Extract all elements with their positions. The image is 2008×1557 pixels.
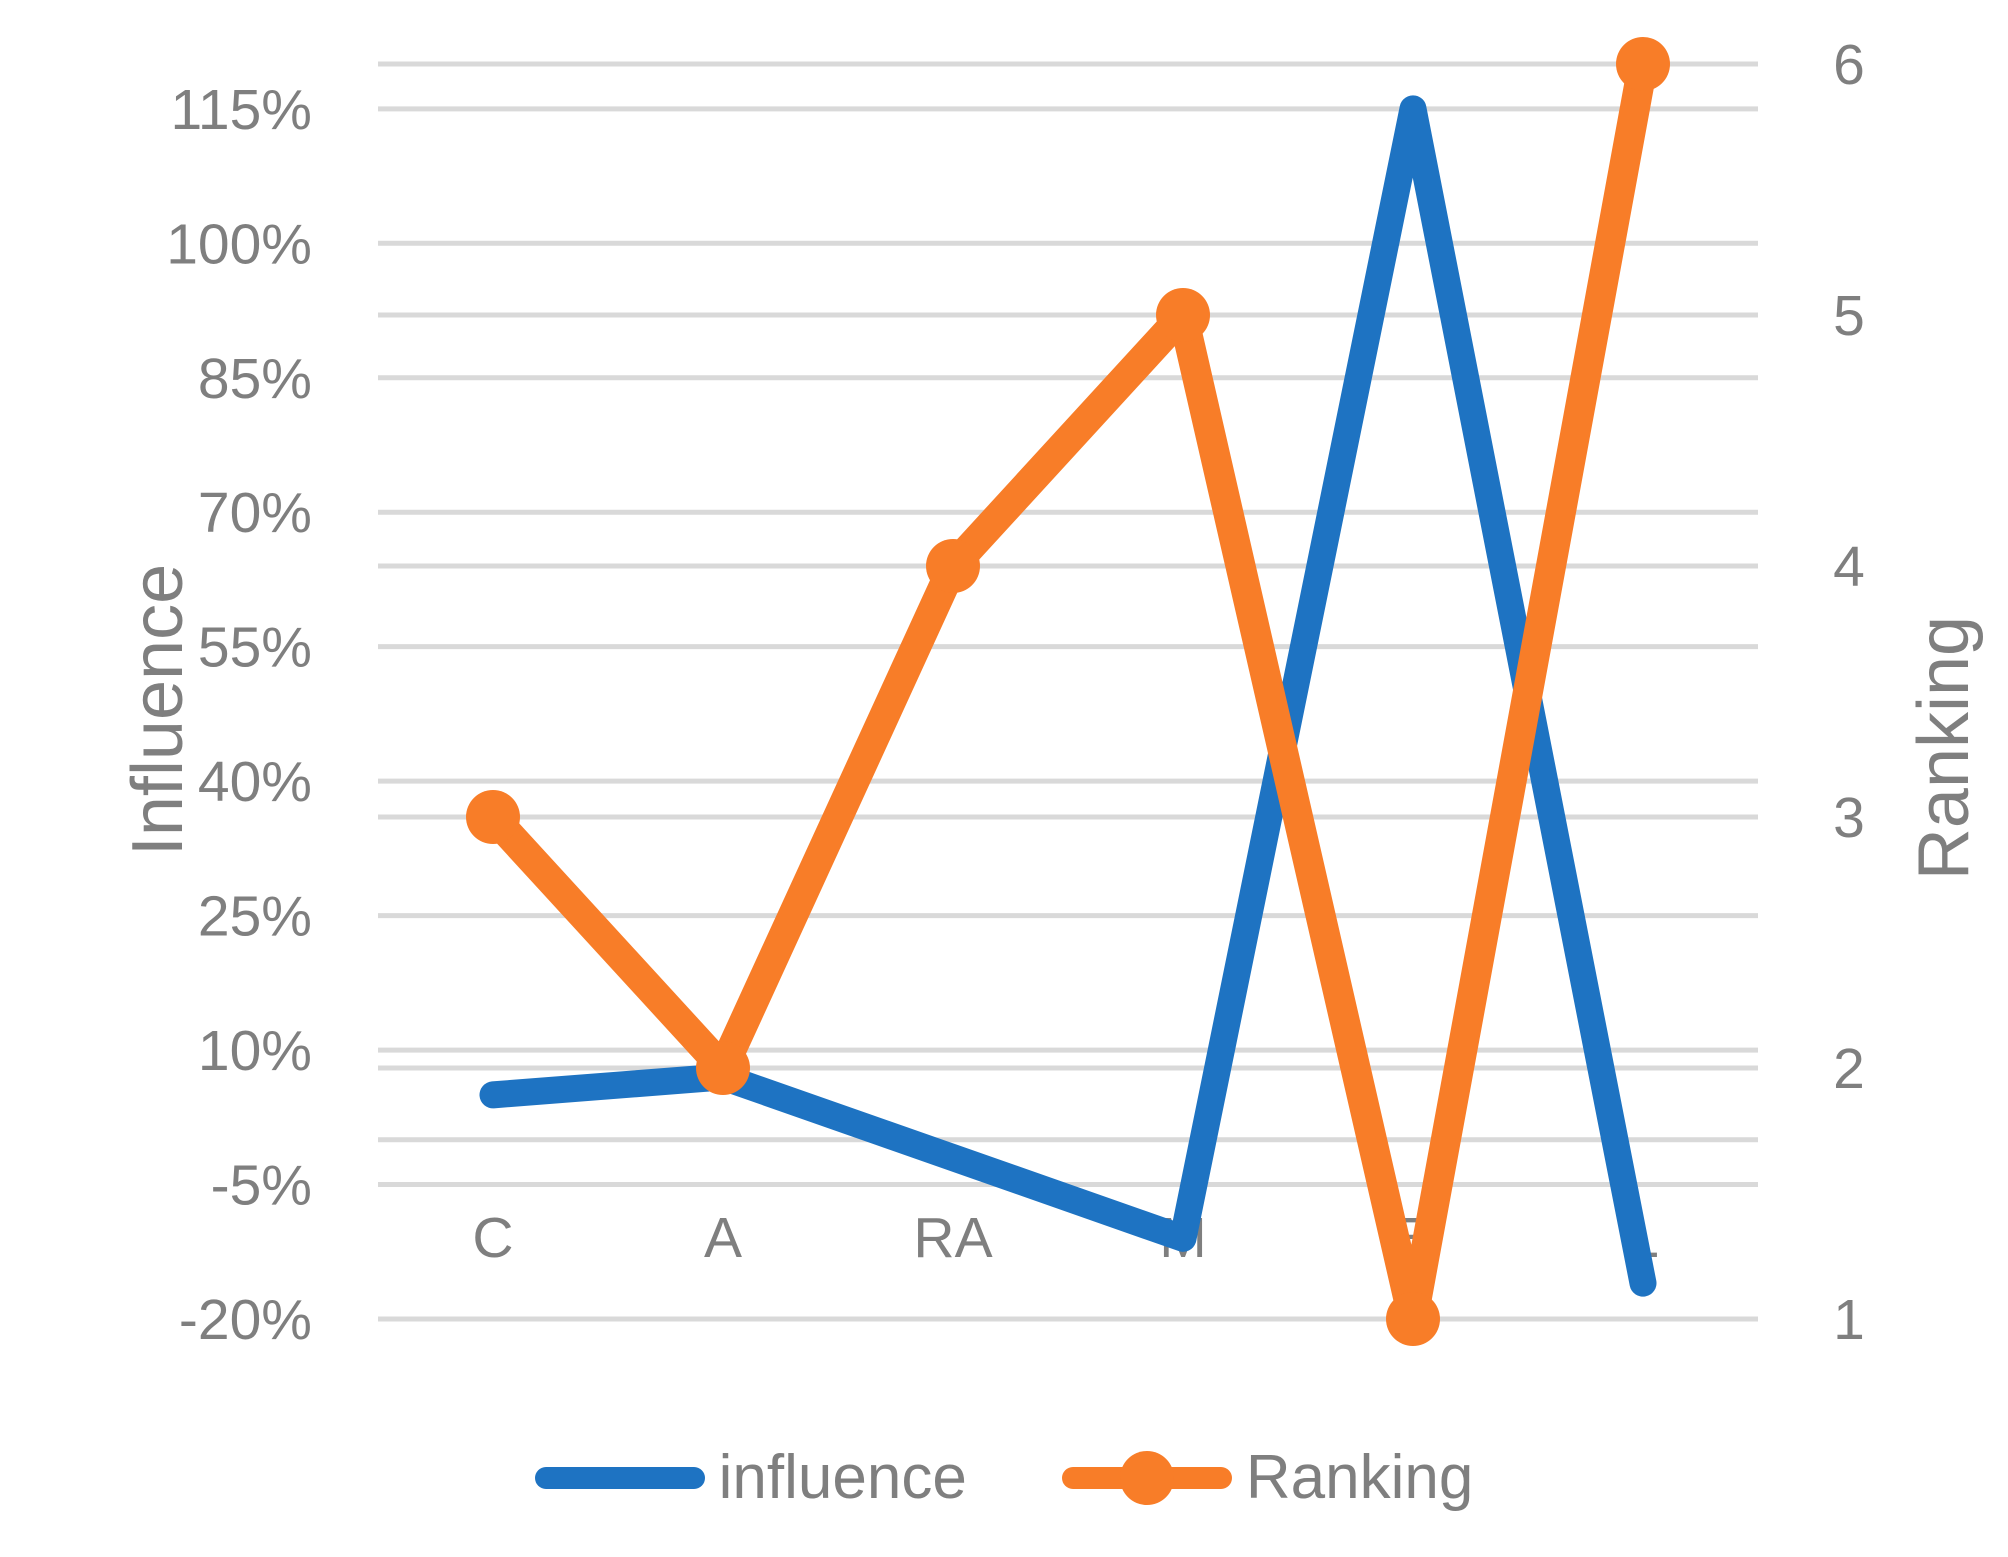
x-axis-category-label: A [704, 1206, 742, 1270]
legend-label: Ranking [1245, 1443, 1474, 1512]
right-axis-tick-label: 6 [1833, 33, 1865, 97]
left-axis-tick-label: 100% [166, 212, 312, 276]
x-axis-category-label: RA [913, 1206, 992, 1270]
ranking-marker [926, 539, 980, 593]
legend-swatch-influence [534, 1466, 705, 1489]
left-axis-tick-label: 55% [198, 616, 312, 680]
right-axis-title: Ranking [1904, 615, 1984, 881]
legend-item-influence: influence [534, 1442, 967, 1513]
left-axis-tick-label: -5% [211, 1154, 312, 1218]
ranking-marker [466, 790, 520, 844]
left-axis-tick-label: 40% [198, 750, 312, 814]
legend-swatch-ranking [1061, 1450, 1232, 1505]
legend-item-ranking: Ranking [1061, 1442, 1474, 1513]
legend-marker-dot [1119, 1450, 1174, 1505]
left-axis-tick-label: 70% [198, 481, 312, 545]
left-axis-tick-label: -20% [179, 1288, 312, 1352]
right-axis-tick-label: 4 [1833, 535, 1865, 599]
right-axis-tick-label: 5 [1833, 284, 1865, 348]
left-axis-tick-label: 25% [198, 885, 312, 949]
legend-label: influence [718, 1443, 967, 1512]
x-axis-category-label: C [472, 1206, 513, 1270]
right-axis-tick-label: 3 [1833, 786, 1865, 850]
ranking-line [478, 49, 1658, 1334]
chart-legend: influence Ranking [0, 1442, 2008, 1513]
ranking-marker [696, 1041, 750, 1095]
right-axis-tick-label: 1 [1833, 1288, 1865, 1352]
influence-line [479, 95, 1657, 1297]
left-axis-title: Influence [118, 563, 198, 857]
right-axis-tick-label: 2 [1833, 1037, 1865, 1101]
left-axis-tick-label: 115% [170, 78, 312, 142]
left-axis-tick-label: 10% [198, 1019, 312, 1083]
ranking-marker [1386, 1292, 1440, 1346]
left-axis-tick-label: 85% [198, 347, 312, 411]
ranking-marker [1616, 37, 1670, 91]
ranking-marker [1156, 288, 1210, 342]
